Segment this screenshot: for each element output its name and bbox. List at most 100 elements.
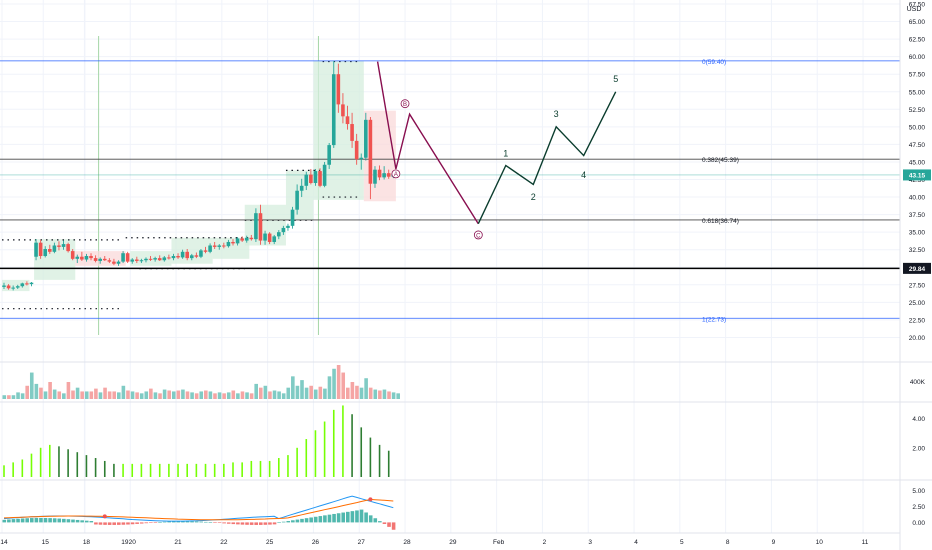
candle-body: [249, 237, 254, 240]
price-tick-label: 37.50: [909, 212, 926, 219]
candle-body: [222, 245, 226, 247]
candle-body: [98, 258, 102, 261]
last-price-label: 43.15: [909, 172, 926, 179]
candle-body: [226, 241, 231, 247]
macd-tick-label: 2.50: [912, 504, 925, 511]
candle-body: [318, 171, 322, 186]
macd-histogram-bar: [204, 521, 208, 523]
macd-histogram-bar: [98, 522, 103, 525]
wave-label-circle: [400, 99, 410, 109]
candle-body: [199, 250, 203, 257]
candle-body: [34, 242, 38, 257]
macd-histogram-bar: [171, 521, 176, 523]
candle-body: [231, 241, 235, 244]
candle-body: [258, 213, 263, 241]
candle-body: [139, 260, 144, 262]
volume-bar: [318, 386, 323, 399]
volume-bar: [346, 387, 350, 399]
wave-label-circle: [473, 230, 483, 240]
volume-bar: [98, 392, 103, 399]
price-tick-label: 67.50: [909, 2, 926, 9]
macd-histogram-bar: [373, 518, 378, 523]
volume-bar: [236, 393, 240, 399]
price-tick-label: 52.50: [909, 107, 926, 114]
candle-body: [70, 251, 75, 259]
macd-histogram-bar: [336, 513, 341, 523]
fib-label: 0(59.40): [702, 59, 726, 66]
macd-histogram-bar: [62, 518, 66, 523]
candle-body: [15, 286, 20, 288]
candle-body: [167, 257, 171, 259]
volume-bar: [213, 393, 217, 399]
wave-label: B: [403, 102, 407, 108]
wave-label: A: [394, 172, 398, 178]
price-tick-label: 22.50: [909, 317, 926, 324]
wave-label: 3: [554, 109, 559, 119]
macd-histogram-bar: [341, 512, 346, 523]
oscillator-tick-label: 2.00: [912, 445, 925, 452]
candle-body: [368, 119, 373, 184]
time-scale[interactable]: 14 15 18 19 20 21 22 25 26 27 28 29 Feb 2 3 4 5 8 9 10 11: [0, 539, 868, 546]
macd-histogram-bar: [48, 518, 52, 523]
volume-bar: [94, 388, 98, 399]
candle-body: [112, 261, 116, 264]
volume-bar: [29, 372, 34, 399]
macd-histogram-bar: [272, 522, 277, 525]
volume-bar: [272, 390, 277, 399]
macd-histogram-bar: [75, 519, 80, 523]
candle-body: [345, 116, 350, 125]
macd-histogram-bar: [135, 522, 139, 524]
volume-bar: [43, 391, 48, 399]
candle-body: [20, 283, 25, 287]
volume-bar: [359, 387, 364, 399]
time-tick-label: 28: [403, 539, 411, 546]
volume-bar: [341, 372, 346, 399]
candle-body: [331, 74, 336, 146]
price-tick-label: 27.50: [909, 282, 926, 289]
candle-body: [80, 256, 84, 260]
macd-histogram-bar: [208, 522, 213, 523]
candle-body: [153, 258, 157, 260]
candle-body: [295, 190, 299, 210]
candle-body: [11, 287, 15, 289]
candle-body: [364, 119, 368, 158]
time-tick-label: 15: [42, 539, 50, 546]
macd-tick-label: 5.00: [912, 488, 925, 495]
candle-body: [194, 255, 199, 257]
macd-histogram-bar: [231, 522, 236, 525]
wave-label: 5: [613, 74, 618, 84]
candle-body: [327, 145, 331, 165]
volume-bar: [240, 391, 245, 399]
time-tick-label: 19: [121, 539, 129, 546]
volume-bar: [181, 389, 185, 399]
candle-body: [240, 238, 244, 241]
volume-tick-label: 400K: [910, 379, 926, 386]
candle-body: [176, 256, 180, 258]
macd-histogram-bar: [66, 519, 71, 523]
last-price-badge: [903, 169, 931, 181]
time-tick-label: 11: [862, 539, 869, 546]
volume-bar: [382, 389, 387, 399]
macd-histogram-bar: [107, 522, 112, 525]
macd-cross-marker: [102, 514, 107, 519]
volume-bar: [25, 385, 29, 399]
volume-bar: [231, 390, 236, 399]
macd-signal-line: [3, 498, 394, 521]
price-tick-label: 20.00: [909, 335, 926, 342]
volume-bar: [194, 393, 199, 399]
candle-body: [254, 213, 258, 240]
macd-histogram-bar: [359, 509, 364, 523]
candle-body: [38, 242, 43, 257]
volume-bar: [126, 390, 130, 399]
volume-bar: [117, 392, 121, 399]
macd-histogram-bar: [153, 522, 158, 523]
volume-bar: [222, 393, 226, 399]
price-scale[interactable]: 20.0022.5025.0027.5030.0032.5035.0037.50…: [903, 2, 931, 527]
candle-body: [235, 238, 240, 244]
candle-body: [25, 283, 29, 285]
macd-histogram-bar: [249, 522, 254, 525]
volume-bar: [268, 391, 272, 399]
time-tick-label: 10: [816, 539, 824, 546]
macd-histogram-bar: [286, 520, 291, 523]
